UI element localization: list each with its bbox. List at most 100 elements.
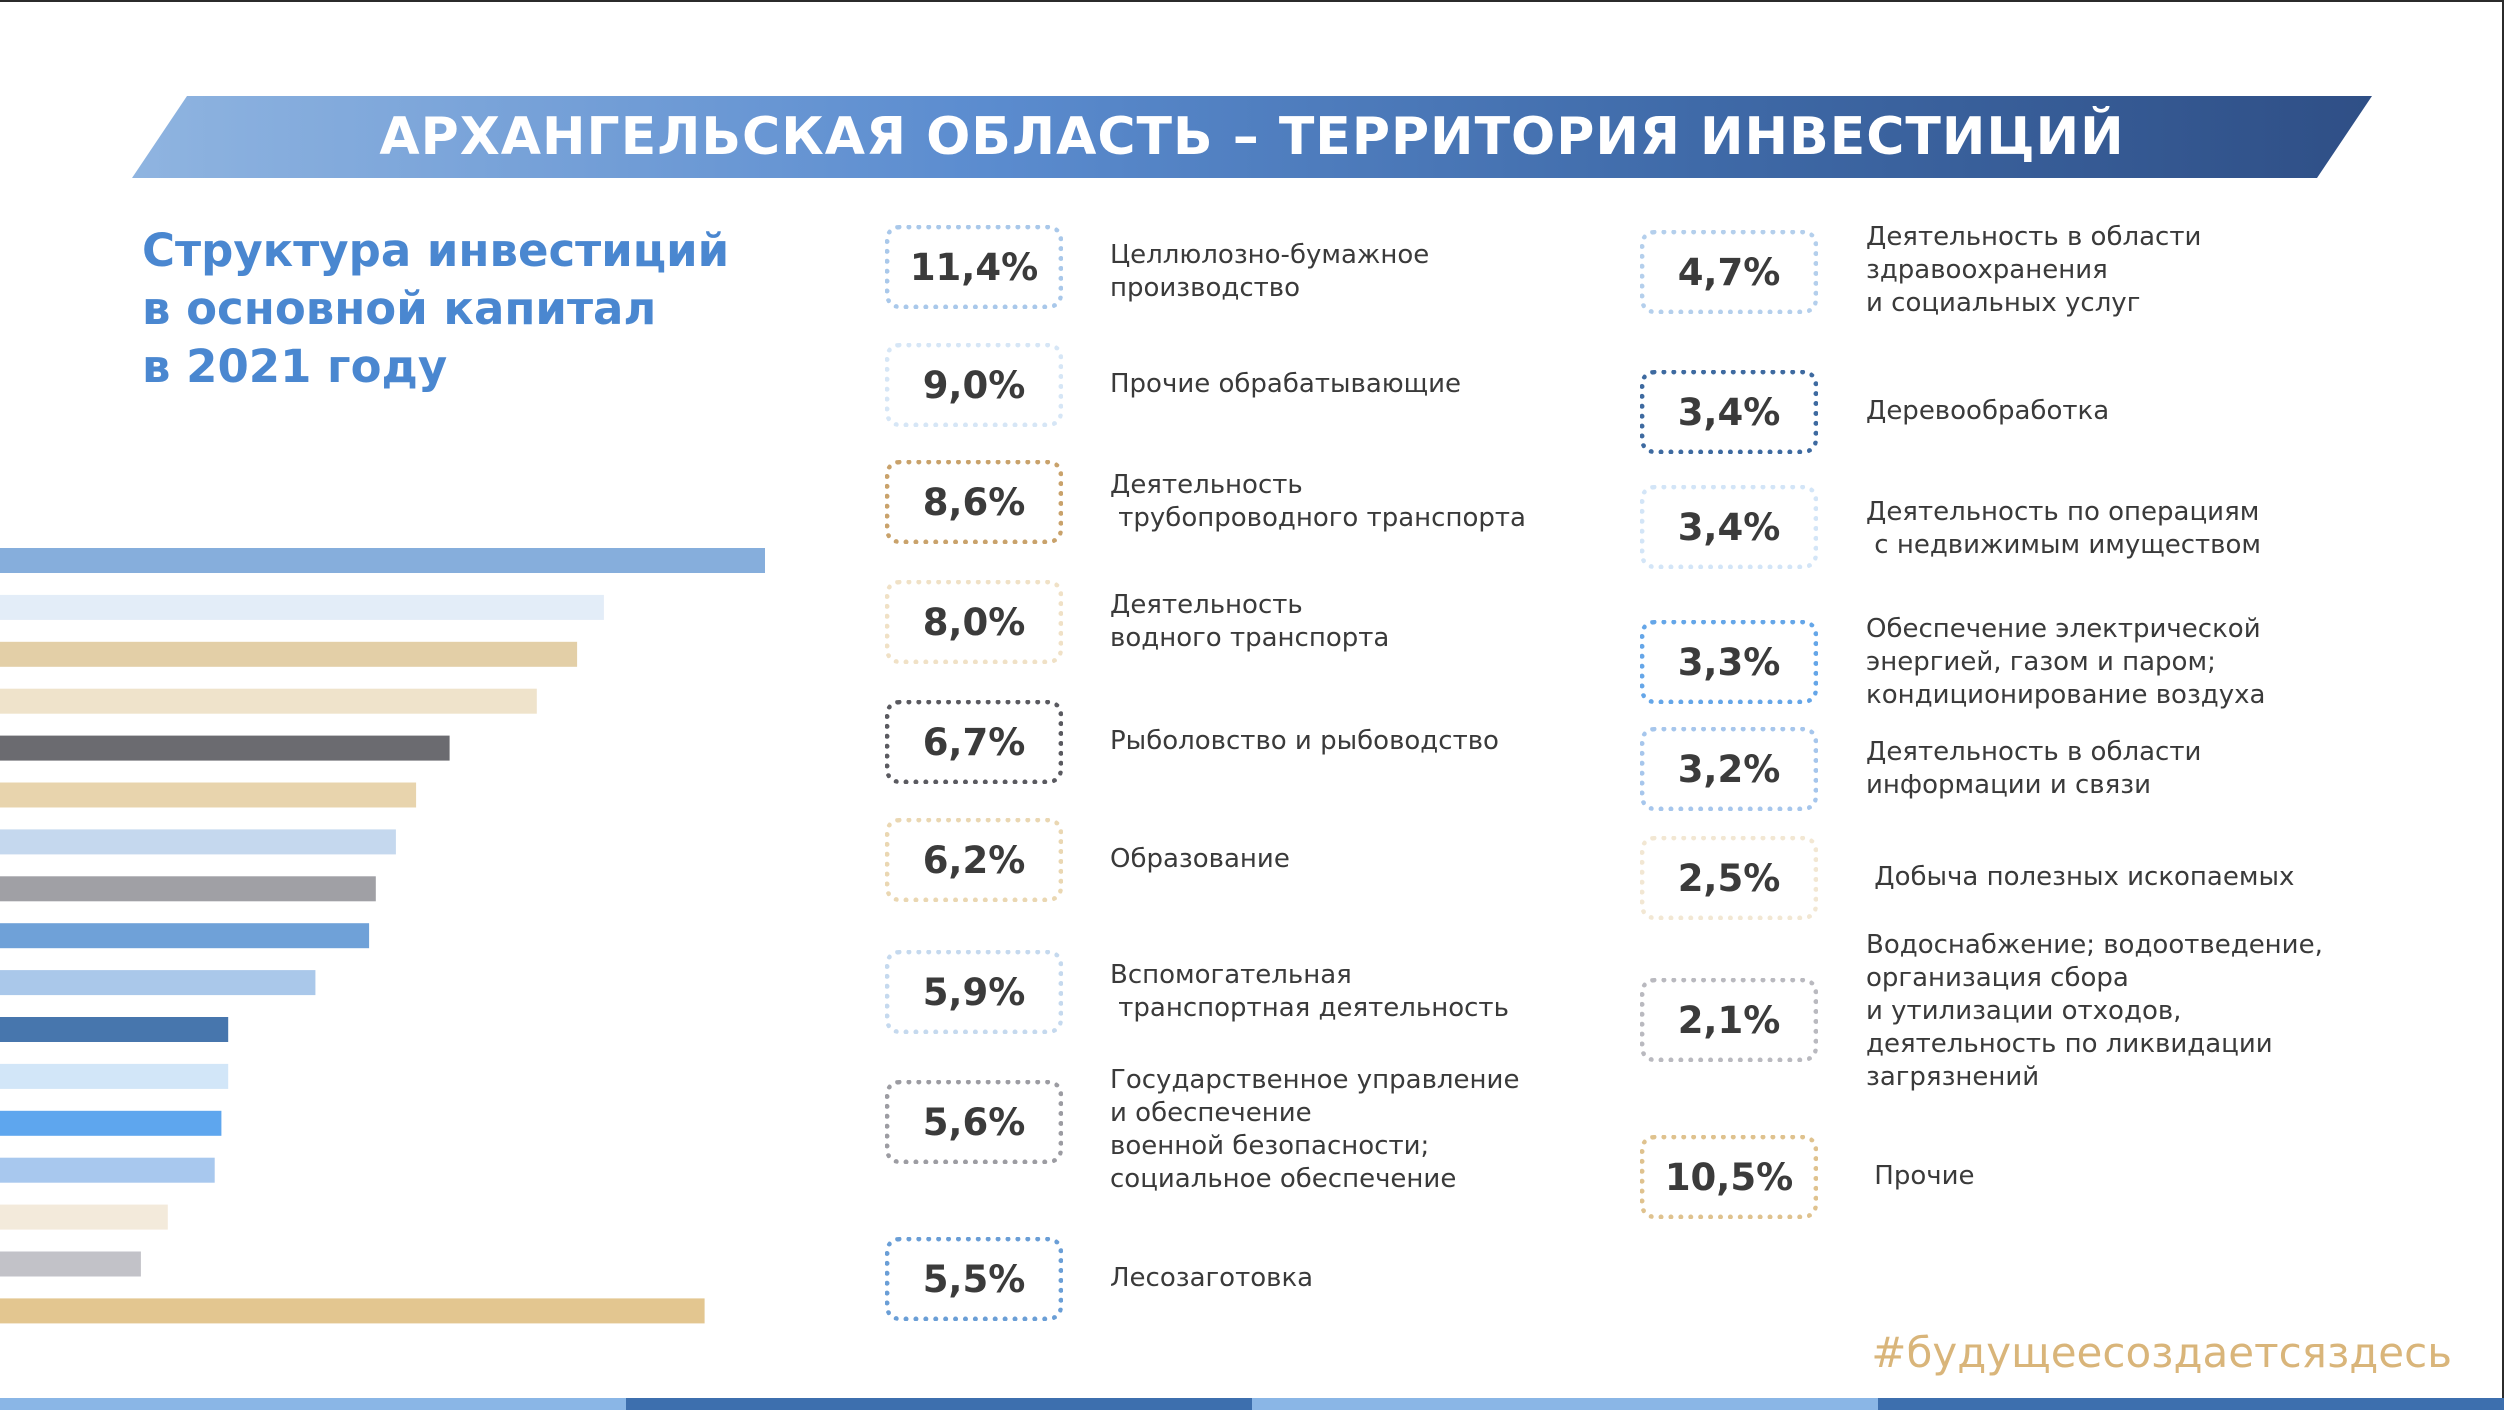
legend-label: Прочие обрабатывающие [1110, 348, 1580, 420]
legend-label-line: с недвижимым имуществом [1866, 530, 2262, 560]
bar-3 [0, 641, 578, 667]
percent-badge: 3,4% [1640, 370, 1818, 454]
hashtag: #будущеесоздаетсяздесь [1871, 1328, 2452, 1377]
legend-label-line: Добыча полезных ископаемых [1866, 861, 2295, 892]
legend-label: Деятельность в области информации и связи [1866, 727, 2336, 811]
header-banner: АРХАНГЕЛЬСКАЯ ОБЛАСТЬ – ТЕРРИТОРИЯ ИНВЕС… [132, 96, 2372, 178]
percent-badge: 8,6% [885, 460, 1063, 544]
legend-label-line: энергией, газом и паром; [1866, 646, 2216, 677]
bar-11 [0, 1017, 229, 1042]
percent-badge: 2,1% [1640, 978, 1818, 1062]
percent-badge: 3,2% [1640, 727, 1818, 811]
legend-label-line: и утилизации отходов, [1866, 995, 2182, 1026]
legend-label: Рыболовство и рыбоводство [1110, 705, 1580, 777]
legend-label: Обеспечение электрической энергией, газом… [1866, 610, 2336, 714]
bar-4 [0, 688, 537, 714]
bar-6 [0, 782, 417, 808]
chart-subtitle: Структура инвестиций в основной капитал … [142, 222, 822, 396]
percent-badge: 3,4% [1640, 485, 1818, 569]
bar-10 [0, 970, 316, 996]
subtitle-line-3: в 2021 году [142, 340, 448, 393]
legend-label-line: Вспомогательная [1110, 960, 1352, 990]
bar-9 [0, 923, 370, 949]
percent-badge: 8,0% [885, 580, 1063, 664]
legend-label-line: Образование [1110, 843, 1290, 874]
legend-label: Деятельность трубопроводного транспорта [1110, 460, 1580, 544]
percent-badge: 10,5% [1640, 1135, 1818, 1219]
legend-label-line: Деятельность в области [1866, 221, 2202, 252]
percent-badge: 11,4% [885, 225, 1063, 309]
legend-label: Вспомогательная транспортная деятельност… [1110, 950, 1580, 1034]
legend-label: Государственное управление и обеспечение в… [1110, 1060, 1580, 1200]
percent-badge: 3,3% [1640, 620, 1818, 704]
legend-label: Добыча полезных ископаемых [1866, 841, 2336, 913]
legend-label-line: водного транспорта [1110, 623, 1390, 653]
legend-label: Лесозаготовка [1110, 1242, 1580, 1314]
percent-badge: 2,5% [1640, 836, 1818, 920]
legend-label: Деятельность по операциям с недвижимым и… [1866, 487, 2336, 571]
bar-13 [0, 1110, 222, 1136]
legend-label-line: Обеспечение электрической [1866, 613, 2261, 644]
legend-label: Деятельность водного транспорта [1110, 580, 1580, 664]
legend-label-line: и социальных услуг [1866, 287, 2141, 318]
percent-badge: 6,7% [885, 700, 1063, 784]
legend-label-line: Государственное управление [1110, 1065, 1520, 1095]
legend-label: Деятельность в области здравоохранения и с… [1866, 218, 2336, 322]
legend-label-line: трубопроводного транспорта [1110, 503, 1526, 533]
bar-14 [0, 1157, 215, 1183]
legend-label-line: Целлюлозно-бумажное [1110, 240, 1430, 270]
legend-label-line: социальное обеспечение [1110, 1164, 1457, 1194]
legend-label-line: транспортная деятельность [1110, 993, 1509, 1023]
legend-label-line: кондиционирование воздуха [1866, 679, 2266, 710]
legend-label-line: здравоохранения [1866, 254, 2108, 285]
percent-badge: 4,7% [1640, 230, 1818, 314]
legend-label-line: Лесозаготовка [1110, 1262, 1314, 1293]
legend-label-line: военной безопасности; [1110, 1131, 1430, 1161]
bar-8 [0, 876, 376, 902]
legend-label-line: Рыболовство и рыбоводство [1110, 725, 1499, 756]
bar-17 [0, 1298, 705, 1324]
bar-5 [0, 735, 450, 761]
legend-label-line: деятельность по ликвидации [1866, 1028, 2273, 1059]
legend-label-line: Деятельность [1110, 470, 1303, 500]
legend-label-line: загрязнений [1866, 1061, 2040, 1092]
legend-label-line: Деятельность [1110, 590, 1303, 620]
bar-12 [0, 1063, 229, 1089]
legend-label-line: Деревообработка [1866, 395, 2110, 426]
bar-chart [0, 548, 765, 1324]
bar-15 [0, 1204, 168, 1230]
legend-label-line: Деятельность по операциям [1866, 497, 2260, 527]
legend-label: Образование [1110, 823, 1580, 895]
percent-badge: 6,2% [885, 818, 1063, 902]
legend-label-line: Прочие [1866, 1160, 1975, 1191]
legend-label-line: производство [1110, 273, 1301, 303]
legend-label-line: Водоснабжение; водоотведение, [1866, 929, 2323, 960]
legend-label-line: Деятельность в области [1866, 737, 2202, 767]
percent-badge: 5,9% [885, 950, 1063, 1034]
bar-16 [0, 1251, 141, 1277]
bar-2 [0, 594, 604, 620]
bar-1 [0, 548, 765, 573]
footer-segment [1252, 1398, 1878, 1410]
legend-label: Деревообработка [1866, 375, 2336, 447]
footer-segment [0, 1398, 626, 1410]
legend-label: Прочие [1866, 1140, 2336, 1212]
footer-segment [1878, 1398, 2504, 1410]
percent-badge: 9,0% [885, 343, 1063, 427]
legend-label-line: Прочие обрабатывающие [1110, 368, 1462, 399]
legend-label: Целлюлозно-бумажное производство [1110, 230, 1580, 314]
legend-label: Водоснабжение; водоотведение, организация… [1866, 925, 2336, 1097]
bar-7 [0, 829, 396, 855]
legend-label-line: информации и связи [1866, 770, 2151, 800]
percent-badge: 5,5% [885, 1237, 1063, 1321]
footer-color-strip [0, 1398, 2504, 1410]
top-border [0, 0, 2504, 2]
legend-label-line: и обеспечение [1110, 1098, 1312, 1128]
subtitle-line-2: в основной капитал [142, 282, 657, 335]
legend-label-line: организация сбора [1866, 962, 2129, 993]
percent-badge: 5,6% [885, 1080, 1063, 1164]
subtitle-line-1: Структура инвестиций [142, 224, 730, 277]
right-border [2502, 0, 2504, 1410]
page-title: АРХАНГЕЛЬСКАЯ ОБЛАСТЬ – ТЕРРИТОРИЯ ИНВЕС… [379, 107, 2125, 167]
footer-segment [626, 1398, 1252, 1410]
